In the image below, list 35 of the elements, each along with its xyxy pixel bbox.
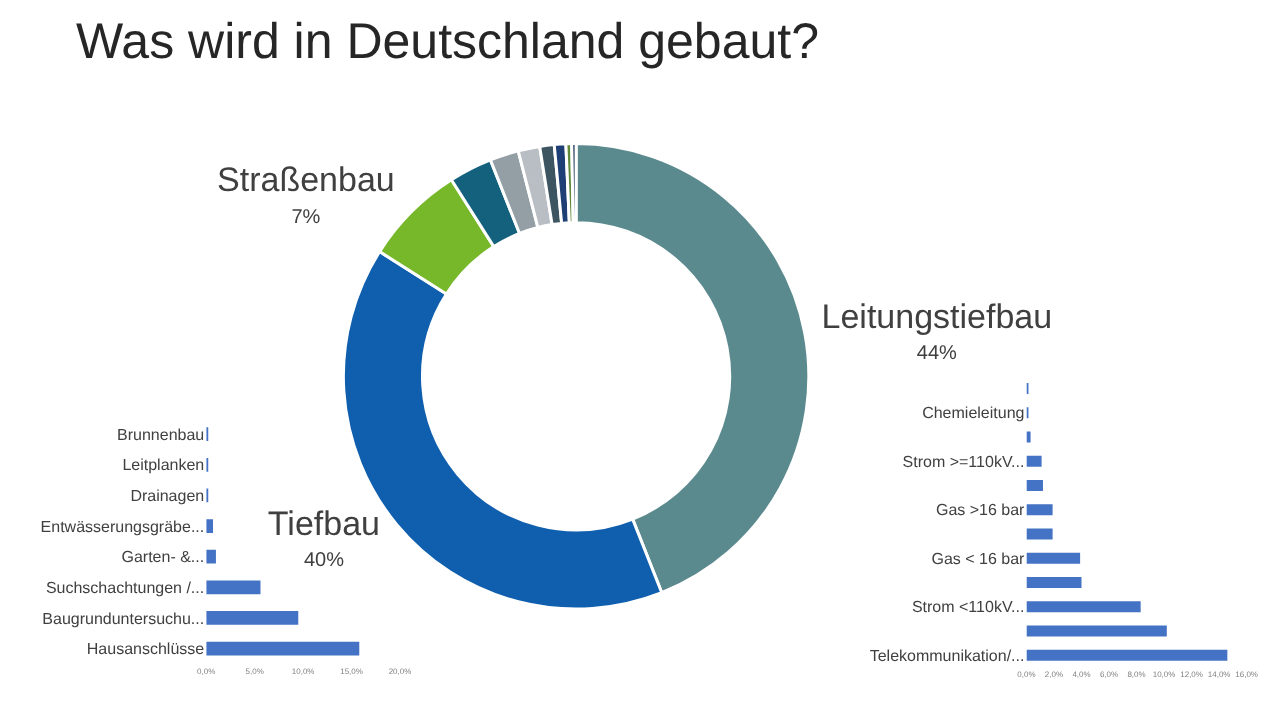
y-tick-label: Strom <110kV... <box>911 598 1025 617</box>
slice-label: Leitungstiefbau <box>821 297 1053 336</box>
y-tick-label: Entwässerungsgräbe... <box>40 517 205 536</box>
y-tick-label: Chemieleitung <box>922 404 1025 423</box>
bar <box>1026 480 1043 491</box>
y-tick-label: Drainagen <box>130 487 205 506</box>
bar <box>1026 455 1042 467</box>
bar <box>1026 552 1081 564</box>
bar <box>1026 577 1082 588</box>
bar <box>206 580 261 595</box>
slice-label: Straßenbau <box>217 161 395 200</box>
y-tick-label: Gas < 16 bar <box>931 549 1026 568</box>
bar <box>1026 504 1053 516</box>
chart-title: Was wird in Deutschland gebaut? <box>76 14 819 70</box>
data-label: 40% <box>303 549 345 572</box>
bar <box>1026 601 1141 613</box>
slice-label: Tiefbau <box>267 504 380 543</box>
y-tick-label: Brunnenbau <box>117 425 205 444</box>
y-tick-label: Baugrunduntersuchu... <box>42 609 205 628</box>
y-tick-label: Hausanschlüsse <box>86 640 206 659</box>
y-tick-label: Telekommunikation/... <box>869 646 1025 665</box>
y-tick-label: Gas >16 bar <box>935 501 1026 520</box>
y-tick-label: Suchschachtungen /... <box>45 578 205 597</box>
bar <box>1026 625 1167 637</box>
y-tick-label: Strom >=110kV... <box>902 452 1025 471</box>
bar <box>206 611 299 625</box>
y-tick-label: Garten- &... <box>121 548 205 567</box>
bar <box>1026 528 1053 540</box>
bar <box>206 519 214 533</box>
bar <box>206 641 360 656</box>
data-label: 7% <box>291 206 321 229</box>
bar <box>206 549 216 564</box>
bar <box>1026 649 1228 661</box>
data-label: 44% <box>916 343 958 366</box>
y-tick-label: Leitplanken <box>122 456 205 475</box>
